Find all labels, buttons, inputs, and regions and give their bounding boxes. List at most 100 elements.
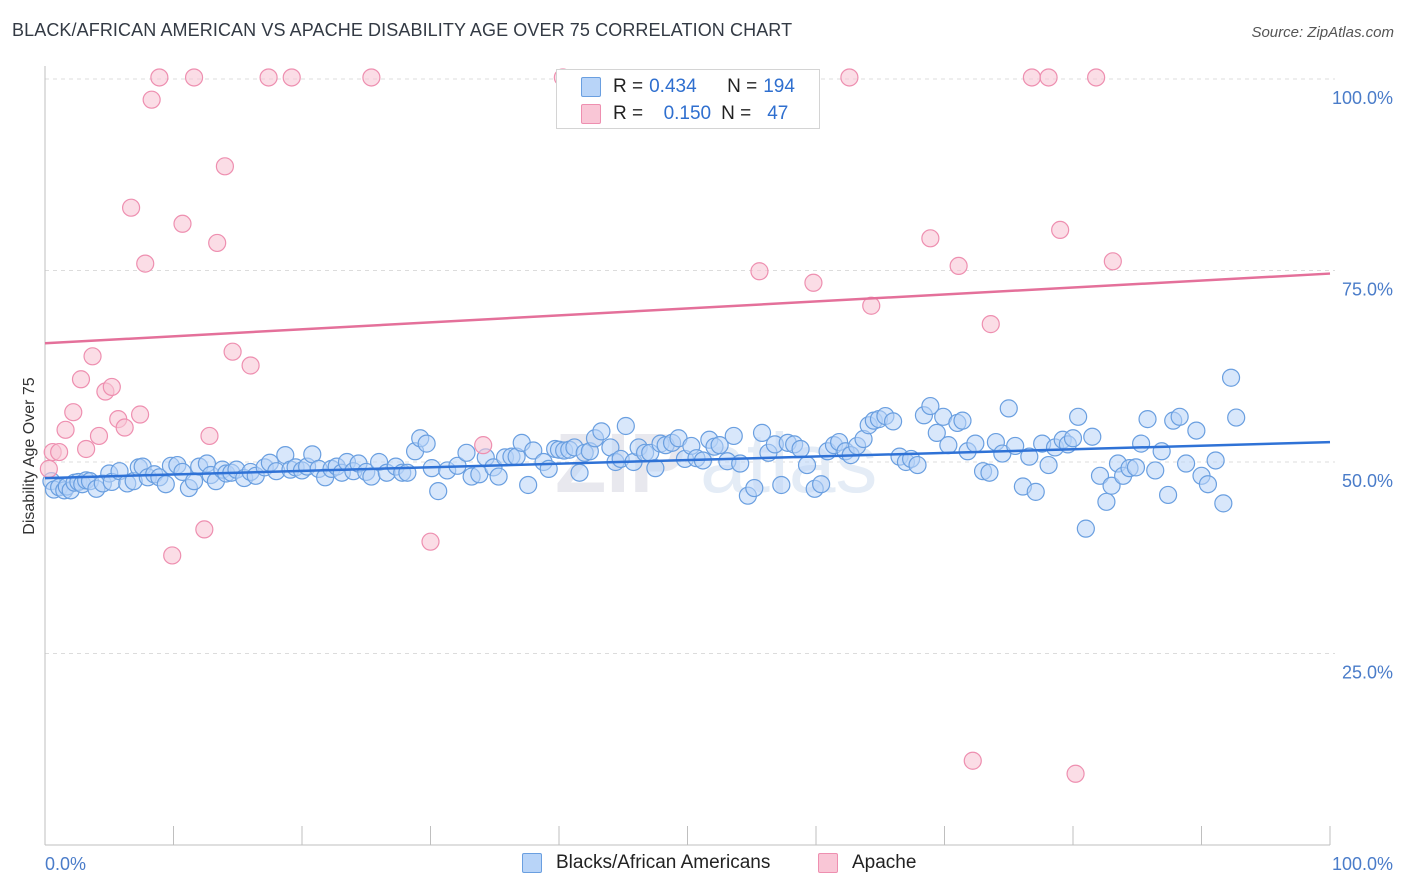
data-point-blacks	[524, 441, 543, 460]
data-point-blacks	[570, 463, 589, 482]
data-point-blacks	[1152, 442, 1171, 461]
data-point-apache	[1087, 68, 1106, 87]
y-axis-title: Disability Age Over 75	[21, 377, 38, 535]
legend-swatch-blue	[581, 77, 601, 97]
data-point-blacks	[791, 439, 810, 459]
data-point-blacks	[1132, 434, 1151, 453]
data-point-apache	[56, 420, 75, 439]
data-point-apache	[83, 347, 102, 366]
data-point-apache	[130, 405, 150, 424]
data-point-blacks	[953, 411, 972, 430]
data-point-apache	[223, 342, 242, 361]
source-attribution: Source: ZipAtlas.com	[1251, 24, 1394, 41]
data-point-blacks	[1069, 407, 1088, 426]
data-point-blacks	[797, 455, 817, 475]
x-tick-label: 0.0%	[45, 854, 86, 874]
legend-n-label: N =	[727, 76, 758, 97]
data-point-blacks	[1176, 454, 1196, 473]
data-point-apache	[259, 68, 278, 87]
legend-item-apache: Apache	[818, 852, 916, 874]
data-point-blacks	[1198, 475, 1218, 494]
data-point-blacks	[927, 423, 946, 442]
data-point-blacks	[1097, 492, 1116, 511]
tick-labels: 25.0% 50.0% 75.0% 100.0% 0.0% 100.0%	[45, 88, 1393, 874]
data-point-apache	[89, 426, 109, 446]
data-point-blacks	[519, 475, 538, 495]
data-point-blacks	[1090, 466, 1110, 485]
data-point-blacks	[489, 467, 508, 486]
data-point-blacks	[772, 475, 791, 495]
data-point-blacks	[1214, 494, 1233, 513]
data-point-blacks	[1158, 485, 1178, 505]
legend-item-blacks: Blacks/African Americans	[522, 852, 770, 874]
legend-swatch-pink	[818, 853, 838, 873]
data-point-blacks	[1170, 407, 1189, 426]
data-point-blacks	[724, 426, 743, 446]
y-tick-label: 25.0%	[1342, 663, 1393, 683]
legend-r-label: R =	[613, 76, 644, 97]
data-point-blacks	[1126, 458, 1146, 477]
legend-label-blacks: Blacks/African Americans	[556, 852, 771, 873]
data-point-blacks	[616, 416, 635, 436]
data-point-apache	[241, 356, 260, 375]
legend-r-value: 0.434	[649, 76, 697, 97]
data-point-blacks	[457, 443, 476, 462]
data-point-blacks	[1026, 482, 1045, 501]
data-point-apache	[804, 273, 823, 292]
y-tick-label: 75.0%	[1342, 280, 1393, 300]
data-point-apache	[421, 532, 440, 551]
data-point-apache	[921, 229, 940, 248]
chart-title: BLACK/AFRICAN AMERICAN VS APACHE DISABIL…	[12, 20, 793, 40]
data-point-apache	[362, 68, 381, 87]
data-point-blacks	[752, 423, 772, 442]
data-point-apache	[184, 68, 204, 87]
data-point-apache	[50, 442, 69, 462]
legend-swatch-pink	[581, 104, 601, 124]
data-point-apache	[71, 370, 91, 389]
legend-n-value: 47	[767, 103, 789, 124]
data-point-blacks	[908, 455, 927, 475]
legend-n-label: N =	[721, 103, 752, 124]
data-point-blacks	[966, 434, 985, 453]
data-point-apache	[750, 262, 769, 281]
data-point-apache	[150, 68, 169, 87]
data-point-apache	[949, 256, 968, 276]
data-point-blacks	[745, 478, 764, 498]
data-point-apache	[39, 459, 58, 478]
data-point-blacks	[1039, 455, 1058, 475]
data-point-blacks	[710, 436, 729, 455]
data-point-apache	[136, 254, 155, 273]
data-point-apache	[1066, 764, 1085, 783]
trendlines	[44, 272, 1331, 480]
legend-label-apache: Apache	[852, 852, 917, 873]
trendline-blacks	[44, 440, 1331, 480]
data-point-blacks	[646, 459, 665, 478]
data-point-blacks	[1076, 519, 1095, 538]
data-point-apache	[1103, 252, 1122, 271]
data-point-blacks	[1187, 421, 1206, 440]
legend-swatch-blue	[522, 853, 542, 873]
data-point-blacks	[592, 422, 611, 441]
data-point-apache	[200, 426, 219, 446]
trendline-apache	[44, 272, 1331, 345]
data-point-apache	[963, 751, 982, 770]
data-point-apache	[102, 377, 121, 397]
data-point-apache	[1039, 68, 1058, 87]
legend-row-blacks: R = 0.434 N = 194	[581, 75, 795, 99]
data-point-blacks	[156, 475, 175, 494]
data-point-blacks	[1083, 427, 1102, 446]
data-point-blacks	[999, 399, 1018, 418]
data-point-blacks	[1063, 429, 1083, 448]
data-point-apache	[115, 418, 134, 437]
data-point-apache	[142, 90, 161, 109]
legend-r-value: 0.150	[663, 103, 712, 124]
data-point-apache	[1051, 220, 1070, 240]
data-point-apache	[840, 68, 859, 87]
data-point-blacks	[417, 434, 436, 453]
data-point-blacks	[1227, 408, 1246, 427]
legend-n-value: 194	[763, 76, 795, 97]
data-point-apache	[173, 214, 192, 233]
data-point-apache	[163, 546, 182, 565]
series-blacks-points	[42, 368, 1246, 538]
